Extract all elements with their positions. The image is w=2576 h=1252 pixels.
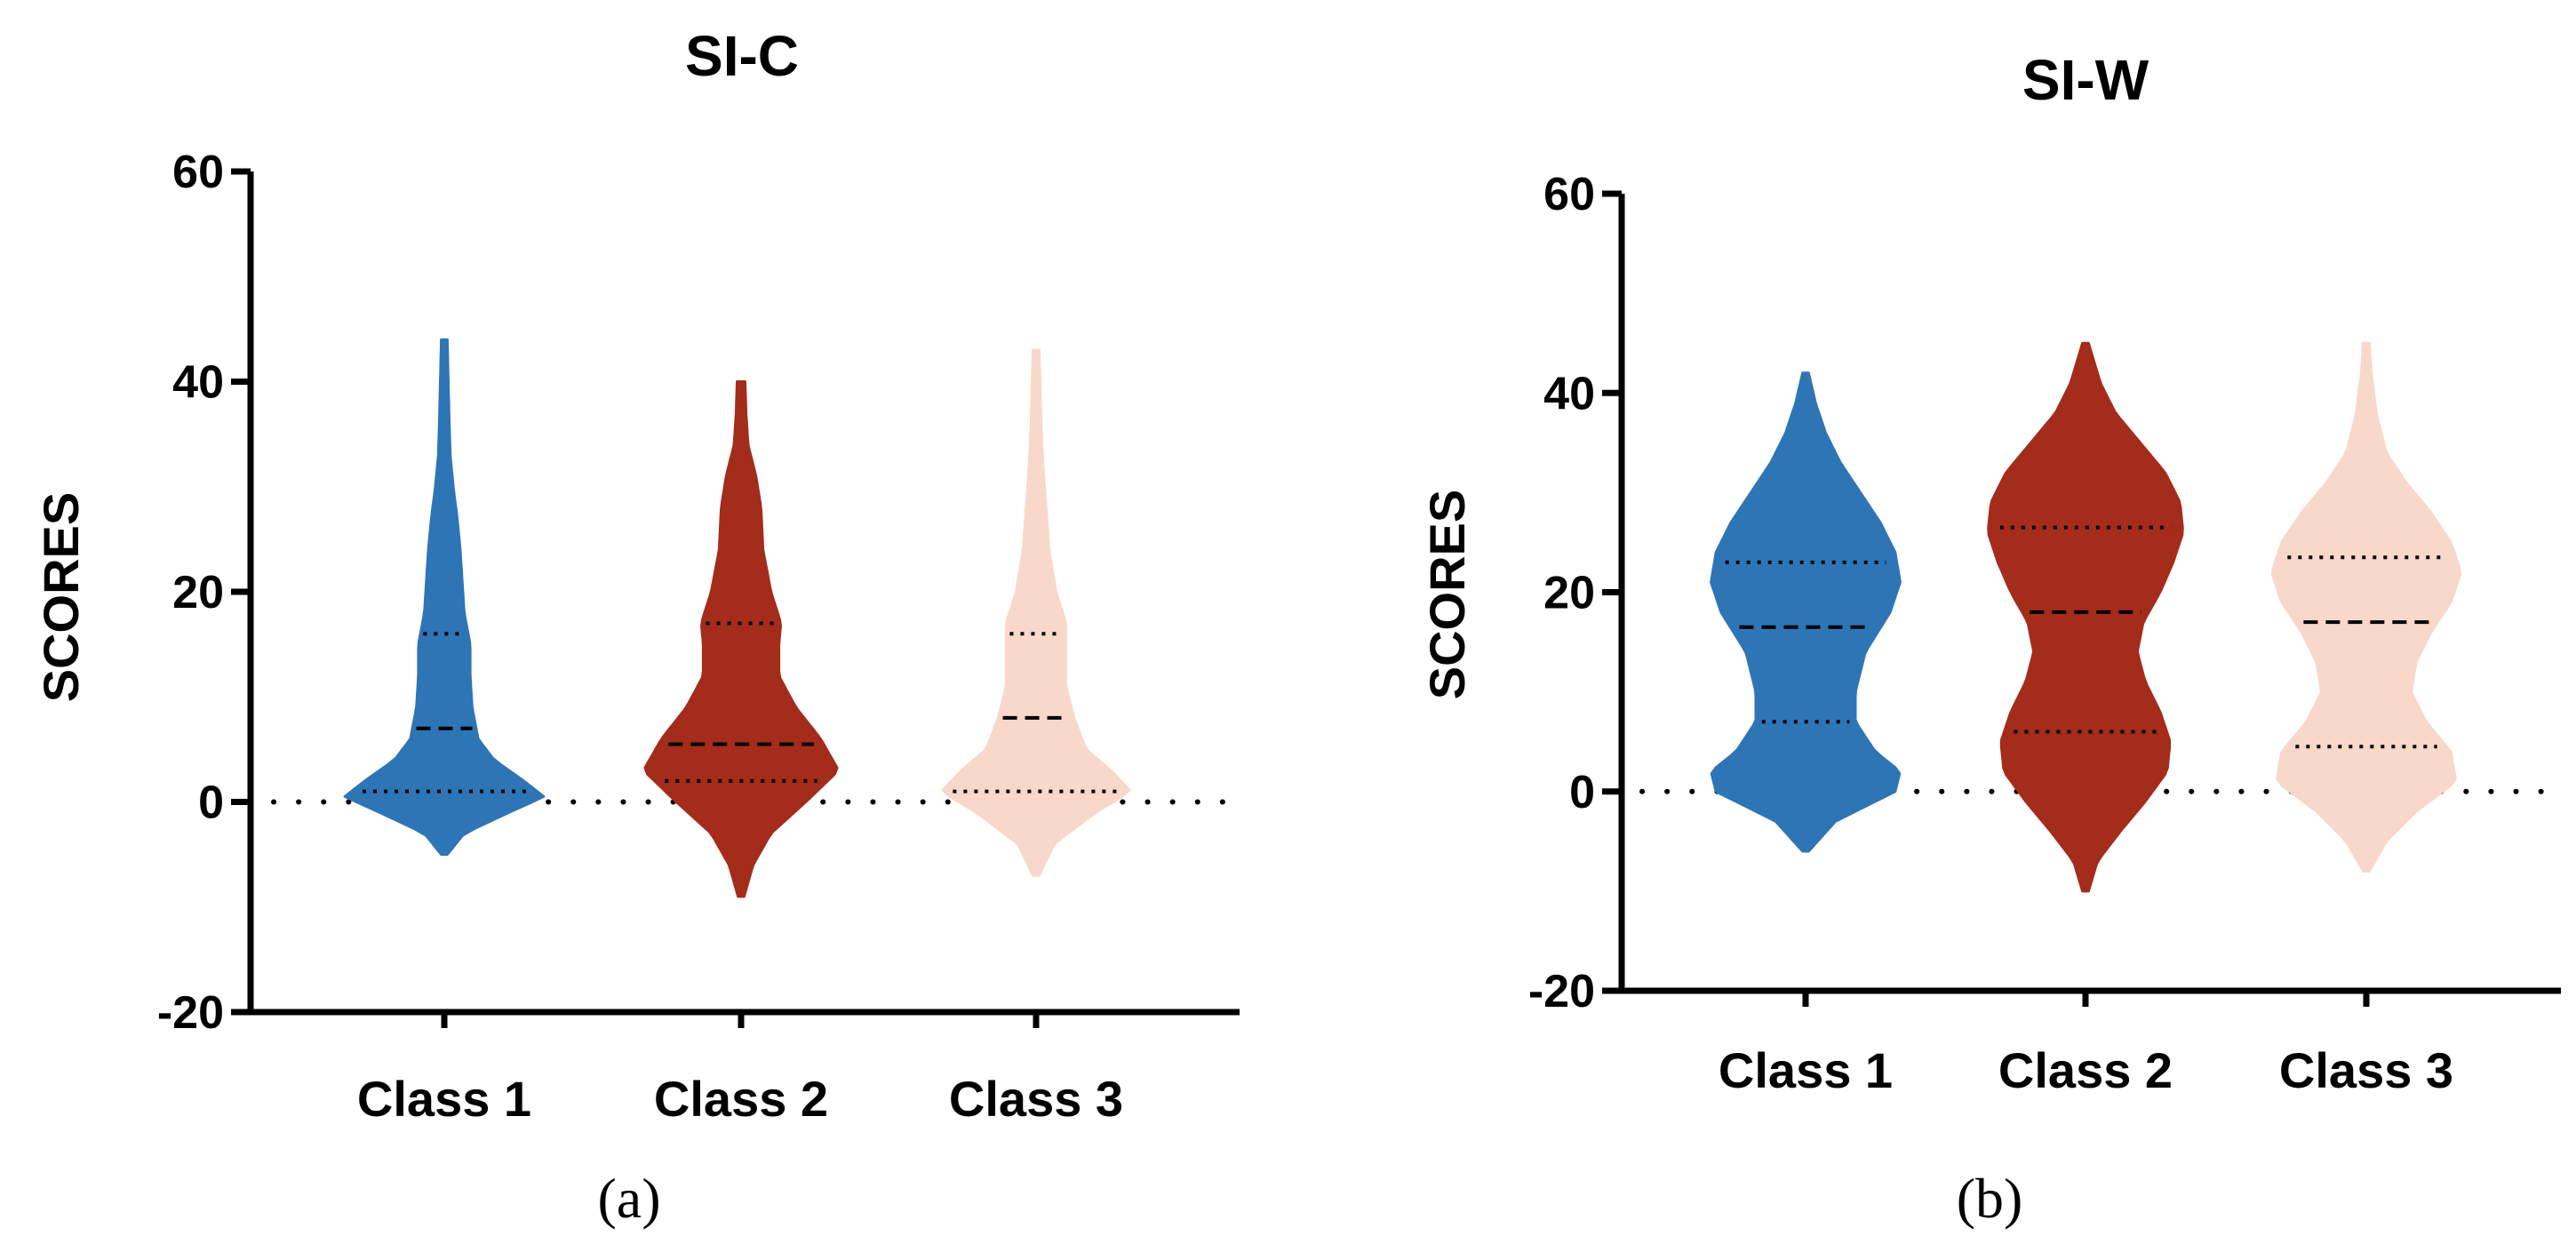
panel-a-y-tick-label-0: 0	[198, 778, 224, 829]
panel-a-y-tick-label--20: -20	[157, 987, 224, 1039]
panel-a-x-tick-label-class-3: Class 3	[949, 1071, 1123, 1127]
panel-b-x-tick-label-class-1: Class 1	[1719, 1042, 1893, 1098]
panel-b-y-tick-label-0: 0	[1569, 767, 1595, 818]
panel-a-x-tick-label-class-2: Class 2	[654, 1071, 828, 1127]
panel-a-plot: Class 1 Class 2 Class 3 -20 0 20 40 60	[157, 147, 1242, 1127]
panel-b-y-tick-label-40: 40	[1543, 368, 1595, 419]
panel-b-y-tick-label--20: -20	[1528, 966, 1595, 1017]
panel-b-y-axis-label: SCORES	[1419, 490, 1475, 700]
panel-a-y-tick-label-20: 20	[172, 567, 224, 618]
panel-b-y-tick-label-60: 60	[1543, 169, 1595, 220]
panel-b-violin-class-3	[2270, 341, 2462, 873]
panel-b-x-tick-label-class-2: Class 2	[1998, 1042, 2173, 1098]
panel-a-label: (a)	[597, 1167, 660, 1230]
panel-a-violin-class-3	[941, 348, 1131, 877]
panel-a: SI-C SCORES (a) Class 1 Class 2 Class 3 -20…	[33, 24, 1242, 1230]
panel-b-title: SI-W	[2022, 48, 2149, 112]
panel-b-x-tick-label-class-3: Class 3	[2279, 1042, 2453, 1098]
panel-a-title: SI-C	[685, 24, 799, 88]
panel-a-x-tick-label-class-1: Class 1	[357, 1071, 531, 1127]
panel-b-label: (b)	[1957, 1167, 2023, 1230]
panel-b-plot: Class 1 Class 2 Class 3 -20 0 20 40 60	[1528, 169, 2564, 1098]
panel-a-violin-class-1	[343, 338, 546, 857]
panel-b-violin-class-2	[1987, 341, 2184, 893]
panel-a-y-axis-label: SCORES	[33, 492, 89, 703]
panel-b: SI-W SCORES (b) Class 1 Class 2 Class 3 -20…	[1419, 48, 2564, 1230]
panel-b-y-tick-label-20: 20	[1543, 568, 1595, 619]
panel-a-y-tick-label-40: 40	[172, 357, 224, 409]
panel-a-violin-class-2	[643, 380, 839, 898]
panel-a-y-tick-label-60: 60	[172, 147, 224, 198]
panel-b-violin-class-1	[1710, 371, 1902, 853]
